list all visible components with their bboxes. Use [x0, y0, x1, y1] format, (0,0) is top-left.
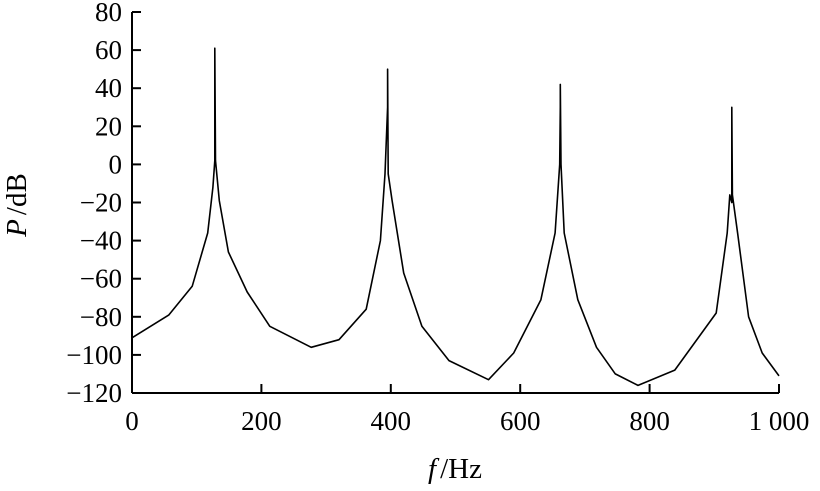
x-tick-label: 400 — [371, 406, 412, 436]
y-tick-label: −120 — [66, 378, 122, 408]
x-tick-label: 0 — [125, 406, 139, 436]
x-tick-label: 600 — [500, 406, 541, 436]
axes — [131, 12, 779, 394]
y-tick-label: −40 — [80, 226, 122, 256]
y-tick-label: −80 — [80, 302, 122, 332]
series-line — [131, 47, 780, 387]
x-tick-label: 1 000 — [749, 406, 810, 436]
x-axis-label-unit: /Hz — [440, 453, 482, 485]
x-axis-label: f/Hz — [428, 453, 482, 485]
y-axis-label-var: P — [1, 219, 33, 238]
y-tick-label: −60 — [80, 264, 122, 294]
y-tick-label: 60 — [95, 35, 122, 65]
y-tick-label: 20 — [95, 111, 122, 141]
x-tick-label: 200 — [241, 406, 282, 436]
y-axis-label-unit: /dB — [1, 173, 33, 215]
y-tick-label: −20 — [80, 188, 122, 218]
y-tick-label: −100 — [66, 340, 122, 370]
y-tick-label: 0 — [109, 149, 123, 179]
y-axis-label: P/dB — [1, 173, 33, 238]
x-tick-label: 800 — [629, 406, 670, 436]
y-tick-label: 40 — [95, 73, 122, 103]
y-tick-label: 80 — [95, 0, 122, 27]
x-axis-label-var: f — [428, 453, 440, 485]
